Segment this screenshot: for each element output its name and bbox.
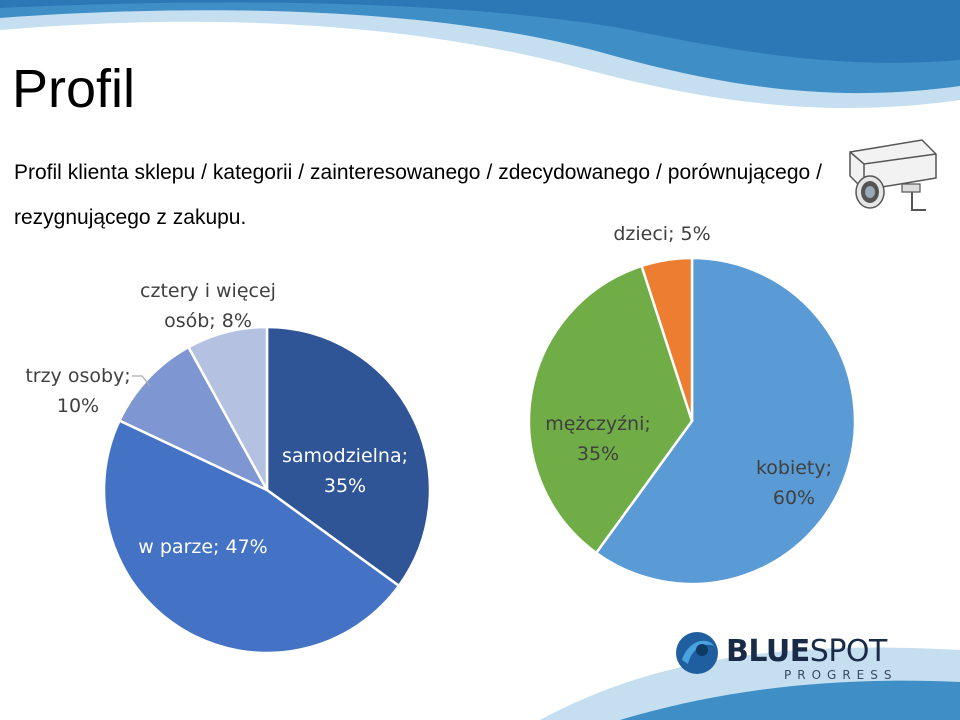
data-label-w-parze: w parze; 47% bbox=[138, 536, 267, 558]
label-leader-line bbox=[132, 375, 151, 387]
logo-word-blue: BLUE bbox=[726, 634, 810, 669]
pie-slice-cztery-i-wiecej-osob bbox=[186, 325, 269, 491]
data-label-trzy-osoby: trzy osoby; 10% bbox=[25, 365, 130, 417]
data-label-dzieci: dzieci; 5% bbox=[613, 223, 710, 245]
logo-word-spot: SPOT bbox=[809, 634, 888, 669]
pie-slice-kobiety bbox=[594, 256, 857, 586]
pie-slice-samodzielna bbox=[265, 325, 432, 588]
logo-subtitle: PROGRESS bbox=[784, 668, 898, 682]
pie-slice-w-parze bbox=[102, 418, 401, 655]
slide-subtitle: Profil klienta sklepu / kategorii / zain… bbox=[14, 161, 822, 229]
data-label-kobiety: kobiety; 60% bbox=[756, 457, 832, 509]
pie-slice-mezczyzni bbox=[527, 264, 694, 555]
data-label-mezczyzni: mężczyźni; 35% bbox=[545, 413, 651, 465]
pie-slice-dzieci bbox=[640, 256, 694, 422]
footer-wave-dark bbox=[620, 680, 960, 720]
logo-wordmark: BLUESPOT bbox=[726, 634, 887, 669]
pie-slice-trzy-osoby bbox=[117, 345, 270, 493]
header-wave-highlight bbox=[0, 0, 960, 63]
data-label-samodzielna: samodzielna; 35% bbox=[282, 445, 408, 497]
bluespot-logo-icon bbox=[676, 632, 718, 674]
slide-title: Profil bbox=[12, 59, 136, 119]
data-label-cztery-i-wiecej-osob: cztery i więcej osób; 8% bbox=[140, 280, 276, 332]
camera-icon bbox=[849, 139, 937, 211]
bluespot-logo: BLUESPOT PROGRESS bbox=[674, 628, 914, 688]
